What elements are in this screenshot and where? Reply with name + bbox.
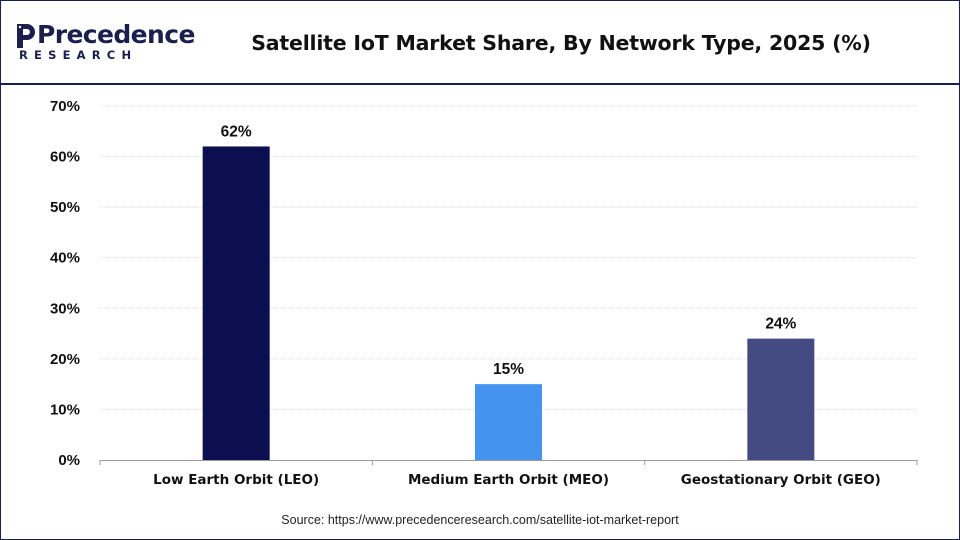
bar — [747, 338, 815, 460]
y-tick-label: 40% — [50, 250, 80, 267]
y-tick-label: 0% — [58, 452, 80, 469]
y-tick-label: 20% — [50, 351, 80, 368]
data-label: 15% — [493, 361, 524, 378]
data-label: 62% — [221, 123, 252, 140]
data-label: 24% — [765, 316, 796, 333]
x-tick-label: Medium Earth Orbit (MEO) — [408, 472, 609, 488]
y-tick-label: 30% — [50, 300, 80, 317]
brand-logo: Precedence RESEARCH — [15, 19, 195, 67]
x-tick-label: Geostationary Orbit (GEO) — [681, 472, 881, 488]
logo-wordmark: Precedence — [37, 20, 195, 49]
x-tick-label: Low Earth Orbit (LEO) — [153, 472, 319, 488]
logo-mark-icon — [17, 24, 35, 48]
header-divider — [1, 83, 959, 85]
bar — [202, 146, 270, 460]
chart-title: Satellite IoT Market Share, By Network T… — [251, 31, 871, 55]
header: Precedence RESEARCH Satellite IoT Market… — [1, 1, 959, 83]
y-tick-label: 10% — [50, 401, 80, 418]
logo-subtitle: RESEARCH — [19, 48, 138, 62]
y-tick-label: 70% — [50, 98, 80, 115]
source-note: Source: https://www.precedenceresearch.c… — [281, 513, 679, 527]
y-tick-label: 50% — [50, 199, 80, 216]
y-tick-label: 60% — [50, 149, 80, 166]
bar — [475, 384, 542, 460]
